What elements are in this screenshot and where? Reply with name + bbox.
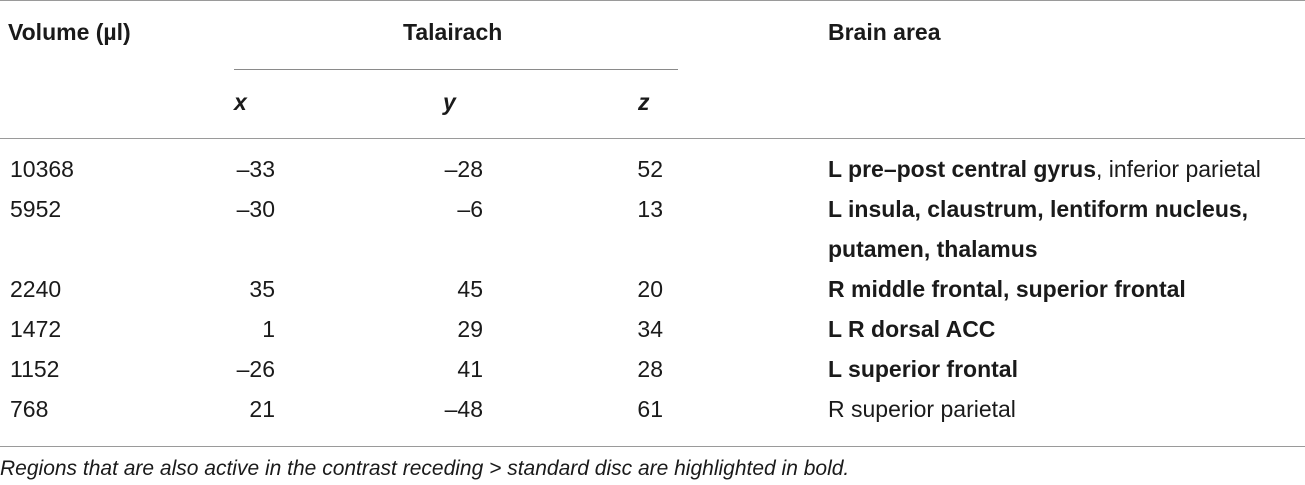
table-top-rule	[0, 0, 1305, 1]
cell-brain-area: L insula, claustrum, lentiform nucleus,	[828, 196, 1249, 222]
cell-brain-area: R middle frontal, superior frontal	[828, 276, 1186, 302]
header-z: z	[638, 89, 650, 115]
cell-y: 29	[457, 316, 483, 342]
cell-brain-area: L R dorsal ACC	[828, 316, 996, 342]
cell-x: –26	[236, 356, 275, 382]
cell-x: 21	[249, 396, 275, 422]
cell-brain-area: L pre–post central gyrus, inferior parie…	[828, 149, 1261, 189]
header-brain-area: Brain area	[828, 19, 941, 45]
cell-brain-area-continued: putamen, thalamus	[828, 236, 1038, 262]
header-x: x	[234, 89, 247, 115]
cell-x: –33	[236, 156, 275, 182]
cell-z: 28	[637, 356, 663, 382]
header-talairach: Talairach	[403, 19, 503, 45]
cell-y: –28	[444, 156, 483, 182]
cell-volume: 5952	[10, 196, 62, 222]
cell-brain-area: R superior parietal	[828, 396, 1016, 422]
cell-y: –6	[457, 196, 483, 222]
header-volume: Volume (µl)	[8, 19, 131, 45]
cell-z: 61	[637, 396, 663, 422]
cell-volume: 2240	[10, 276, 62, 302]
cell-volume: 1152	[10, 356, 60, 382]
brain-area-plain: , inferior parietal	[1096, 156, 1261, 182]
cell-brain-area: L superior frontal	[828, 356, 1018, 382]
table-footnote: Regions that are also active in the cont…	[0, 457, 850, 480]
cell-x: 35	[249, 276, 275, 302]
cell-z: 13	[637, 196, 663, 222]
brain-area-bold: L pre–post central gyrus	[828, 156, 1096, 182]
cell-y: 45	[457, 276, 483, 302]
header-y: y	[443, 89, 456, 115]
cell-y: 41	[457, 356, 483, 382]
cell-z: 20	[637, 276, 663, 302]
table-bottom-rule	[0, 446, 1305, 447]
cell-x: –30	[236, 196, 275, 222]
cell-volume: 10368	[10, 156, 74, 182]
cell-volume: 768	[10, 396, 49, 422]
cell-z: 34	[637, 316, 663, 342]
talairach-span-rule	[234, 69, 678, 70]
cell-y: –48	[444, 396, 483, 422]
cell-x: 1	[262, 316, 275, 342]
cell-z: 52	[637, 156, 663, 182]
table-header-rule	[0, 138, 1305, 139]
cell-volume: 1472	[10, 316, 62, 342]
